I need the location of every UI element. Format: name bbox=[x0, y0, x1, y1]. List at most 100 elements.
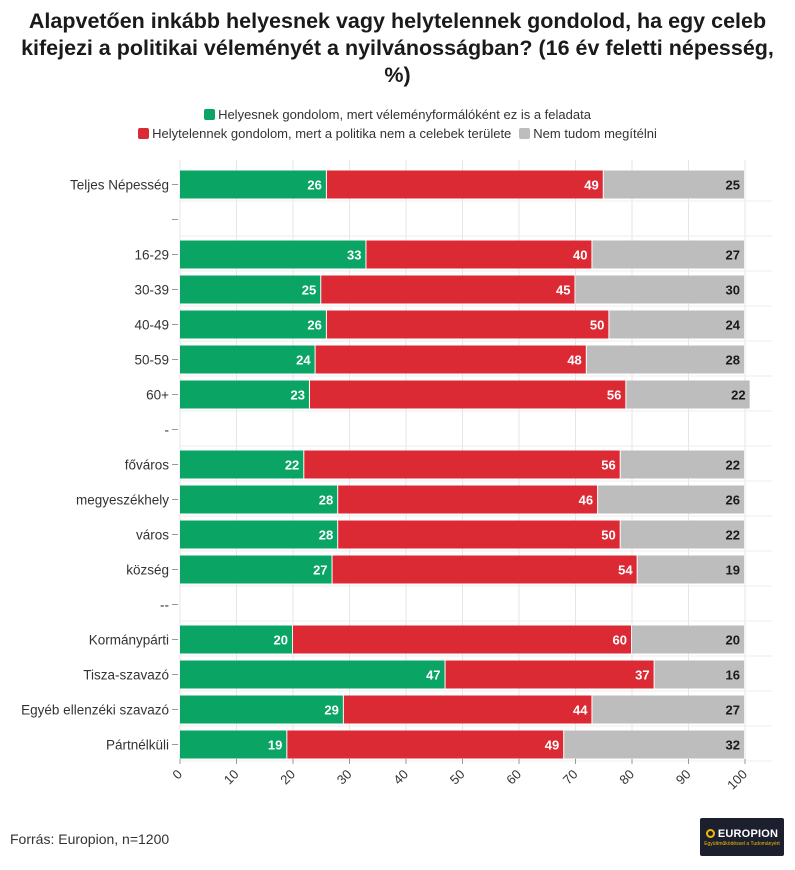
category-label: megyeszékhely bbox=[76, 493, 169, 508]
category-label: Egyéb ellenzéki szavazó bbox=[21, 703, 169, 718]
data-label: 22 bbox=[731, 388, 745, 403]
legend-label: Nem tudom megítélni bbox=[533, 126, 657, 141]
legend-item-nem-tudom: Nem tudom megítélni bbox=[519, 126, 657, 141]
category-label: 16-29 bbox=[134, 248, 169, 263]
bar-segment bbox=[180, 555, 332, 584]
data-label: 23 bbox=[290, 388, 304, 403]
data-label: 19 bbox=[268, 738, 282, 753]
bar-segment bbox=[180, 625, 292, 654]
x-tick-label: 10 bbox=[221, 767, 242, 788]
bar-segment bbox=[180, 345, 315, 374]
data-label: 22 bbox=[726, 528, 740, 543]
data-label: 28 bbox=[319, 528, 333, 543]
x-tick-label: 70 bbox=[560, 767, 581, 788]
logo-tagline: Együttműködéssel a Tudományért bbox=[704, 840, 780, 847]
bar-segment bbox=[287, 730, 564, 759]
bar-segment bbox=[445, 660, 654, 689]
data-label: 27 bbox=[313, 563, 327, 578]
bar-segment bbox=[598, 485, 744, 514]
data-label: 20 bbox=[726, 633, 740, 648]
x-tick-label: 30 bbox=[334, 767, 355, 788]
bar-segment bbox=[654, 660, 744, 689]
data-label: 49 bbox=[584, 178, 598, 193]
data-label: 32 bbox=[726, 738, 740, 753]
data-label: 44 bbox=[573, 703, 588, 718]
bar-segment bbox=[592, 240, 744, 269]
bar-segment bbox=[603, 170, 744, 199]
bar-segment bbox=[180, 695, 343, 724]
category-label: község bbox=[126, 563, 169, 578]
legend: Helyesnek gondolom, mert véleményformáló… bbox=[0, 105, 795, 143]
data-label: 28 bbox=[726, 353, 740, 368]
bar-segment bbox=[309, 380, 626, 409]
x-tick-label: 100 bbox=[724, 767, 750, 793]
category-label: Kormánypárti bbox=[89, 633, 169, 648]
category-label: - bbox=[165, 423, 170, 438]
legend-swatch bbox=[204, 109, 216, 120]
category-label: 60+ bbox=[146, 388, 169, 403]
data-label: 26 bbox=[726, 493, 740, 508]
data-label: 37 bbox=[635, 668, 649, 683]
data-label: 25 bbox=[726, 178, 740, 193]
bar-segment bbox=[609, 310, 744, 339]
bar-segment bbox=[575, 275, 744, 304]
x-tick-label: 60 bbox=[503, 767, 524, 788]
category-label: 50-59 bbox=[134, 353, 169, 368]
data-label: 28 bbox=[319, 493, 333, 508]
data-label: 50 bbox=[590, 318, 604, 333]
data-label: 27 bbox=[726, 248, 740, 263]
bar-segment bbox=[637, 555, 744, 584]
bar-segment bbox=[626, 380, 750, 409]
data-label: 49 bbox=[545, 738, 559, 753]
category-label: Pártnélküli bbox=[106, 738, 169, 753]
data-label: 30 bbox=[726, 283, 740, 298]
bar-segment bbox=[180, 380, 309, 409]
bar-segment bbox=[592, 695, 744, 724]
bar-segment bbox=[326, 170, 603, 199]
source-note: Forrás: Europion, n=1200 bbox=[10, 831, 170, 847]
category-label: Tisza-szavazó bbox=[83, 668, 169, 683]
logo-mark-icon bbox=[705, 829, 715, 838]
data-label: 46 bbox=[579, 493, 593, 508]
data-label: 22 bbox=[726, 458, 740, 473]
data-label: 56 bbox=[607, 388, 621, 403]
data-label: 33 bbox=[347, 248, 361, 263]
legend-label: Helyesnek gondolom, mert véleményformáló… bbox=[218, 107, 591, 122]
x-tick-label: 50 bbox=[447, 767, 468, 788]
category-label: Teljes Népesség bbox=[70, 178, 169, 193]
bar-segment bbox=[586, 345, 744, 374]
data-label: 54 bbox=[618, 563, 633, 578]
data-label: 56 bbox=[601, 458, 615, 473]
logo-text: EUROPION bbox=[717, 827, 779, 840]
data-label: 25 bbox=[302, 283, 316, 298]
data-label: 48 bbox=[567, 353, 581, 368]
category-label: 40-49 bbox=[134, 318, 169, 333]
bar-segment bbox=[180, 275, 321, 304]
bar-segment bbox=[180, 485, 338, 514]
data-label: 20 bbox=[274, 633, 288, 648]
bar-segment bbox=[366, 240, 592, 269]
bar-segment bbox=[632, 625, 744, 654]
category-label: főváros bbox=[125, 458, 170, 473]
x-tick-label: 0 bbox=[169, 767, 185, 783]
legend-item-helyesnek: Helyesnek gondolom, mert véleményformáló… bbox=[204, 107, 591, 122]
bar-segment bbox=[343, 695, 592, 724]
data-label: 24 bbox=[296, 353, 311, 368]
data-label: 47 bbox=[426, 668, 440, 683]
bar-segment bbox=[564, 730, 744, 759]
bar-segment bbox=[180, 520, 338, 549]
bar-segment bbox=[180, 240, 366, 269]
bar-segment bbox=[180, 170, 326, 199]
bar-segment bbox=[315, 345, 586, 374]
data-label: 60 bbox=[613, 633, 627, 648]
data-label: 26 bbox=[307, 178, 321, 193]
europion-logo: EUROPION Együttműködéssel a Tudományért bbox=[700, 818, 784, 856]
bar-segment bbox=[338, 485, 598, 514]
legend-swatch bbox=[519, 128, 531, 139]
x-tick-label: 90 bbox=[673, 767, 694, 788]
chart-title: Alapvetően inkább helyesnek vagy helytel… bbox=[21, 9, 774, 87]
bar-segment bbox=[326, 310, 609, 339]
bar-segment bbox=[620, 450, 744, 479]
data-label: 26 bbox=[307, 318, 321, 333]
